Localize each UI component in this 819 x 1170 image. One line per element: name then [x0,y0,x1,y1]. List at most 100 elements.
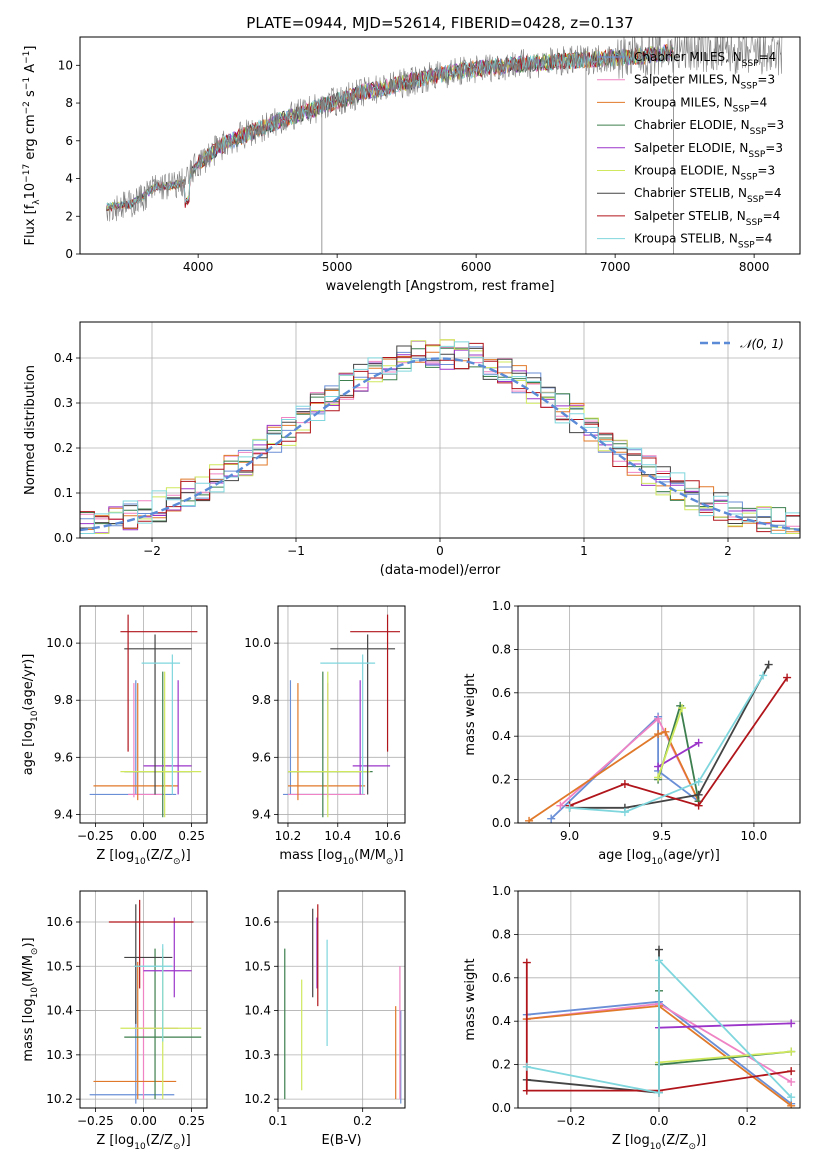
y-tick-label: 0.8 [492,642,511,656]
y-tick-label: 1.0 [492,599,511,613]
weight-marker [620,808,629,817]
x-tick-label: 0 [436,544,444,558]
label-part: SSP [748,150,765,160]
axes-frame [517,605,801,824]
y-axis-label: Normed distribution [23,365,38,495]
label-part: −1 [22,51,32,64]
weight-series-4 [657,741,700,768]
label-part: =4 [759,50,777,64]
label-part: mass [log [279,848,342,863]
y-tick-label: 10.3 [46,1048,73,1062]
x-axis-label: mass [log10(M/M⊙)] [279,848,403,867]
y-axis-label: mass weight [463,958,478,1040]
label-part: =4 [750,95,768,109]
y-tick-label: 10.4 [46,1004,73,1018]
label-part: =3 [757,73,775,87]
y-tick-label: 0.2 [492,1058,511,1072]
legend-entry: Kroupa STELIB, NSSP=4 [634,232,772,251]
y-tick-label: 10.5 [244,959,271,973]
label-part: age [log [598,848,651,863]
weight-marker [655,1088,663,1097]
weight-series-8 [569,674,764,814]
weight-marker [654,714,663,723]
panel-residuals: −2 −1 0 1 2 0.0 0.1 0.2 0.3 0.4 (data-model)/error… [23,321,801,578]
x-tick-label: 0.0 [649,1114,668,1128]
weight-marker [694,801,703,810]
label-part: (age/yr)] [21,654,36,711]
label-part: ⊙ [386,857,394,867]
panel-age-vs-Z: −0.25 0.00 0.259.49.69.810.0Z [log10(Z/Z⊙)… [21,605,208,867]
label-part: Chabrier STELIB, N [634,186,747,200]
x-tick-label: 0.1 [268,1114,287,1128]
label-part: Salpeter STELIB, N [634,209,746,223]
label-part: SSP [733,104,750,114]
weight-marker [556,801,565,810]
weight-series-4 [658,1022,792,1029]
label-part: −17 [22,164,32,183]
label-part: SSP [741,173,758,183]
weight-marker [565,803,574,812]
axes-frame [79,36,801,255]
x-axis-label: wavelength [Angstrom, rest frame] [326,279,555,294]
label-part: Z [log [612,1133,650,1148]
label-part: Z [log [96,1133,134,1148]
y-tick-label: 0.3 [54,396,73,410]
x-tick-label: 0.2 [738,1114,757,1128]
x-tick-label: 9.5 [652,829,671,843]
x-tick-label: 10.0 [741,829,768,843]
weight-series-5 [657,707,683,778]
axes-frame [277,605,406,824]
label-part: =3 [766,118,784,132]
y-tick-label: 10.6 [244,915,271,929]
y-tick-label: 4 [65,172,73,186]
label-part: ⊙ [30,948,40,956]
weight-marker [694,777,703,786]
weight-marker [522,1062,531,1071]
label-part: λ [32,199,42,205]
label-part: ⊙ [688,1142,696,1152]
axes-frame [79,890,208,1109]
x-tick-label: −0.25 [77,829,114,843]
y-axis-label: mass [log10(M/M⊙)] [21,937,40,1061]
y-tick-label: 8 [65,96,73,110]
weight-marker [787,1067,796,1076]
y-tick-label: 10.6 [46,915,73,929]
label-part: SSP [742,59,759,69]
legend-entry: Kroupa ELODIE, NSSP=3 [634,164,775,183]
x-axis-label: Z [log10(Z/Z⊙)] [96,1133,190,1152]
label-part: 10 [30,987,40,999]
label-part: (M/M [21,955,36,987]
weight-marker [654,730,663,739]
y-tick-label: 0 [65,247,73,261]
label-part: s [23,90,38,101]
label-part: SSP [747,195,764,205]
weight-marker [655,945,663,954]
y-tick-label: 0.1 [54,486,73,500]
weight-marker [787,1101,796,1108]
y-tick-label: 0.6 [492,971,511,985]
y-tick-label: 0.2 [54,441,73,455]
errorbars [284,904,402,1104]
x-tick-label: 5000 [322,260,353,274]
y-tick-label: 9.8 [252,693,271,707]
x-tick-label: −0.25 [77,1114,114,1128]
y-tick-label: 1.0 [492,884,511,898]
weight-marker [525,816,534,823]
label-part: Chabrier ELODIE, N [634,118,750,132]
x-tick-label: 6000 [461,260,492,274]
weight-lines [525,660,792,823]
label-part: )] [393,848,403,863]
label-part: Kroupa STELIB, N [634,232,738,246]
y-tick-label: 10.3 [244,1048,271,1062]
axes-frame [517,890,801,1109]
weight-series-2 [528,730,700,822]
weight-marker [787,1047,796,1056]
legend-entry: Salpeter ELODIE, NSSP=3 [634,141,783,160]
label-part: Kroupa ELODIE, N [634,164,741,178]
label-part: )] [181,1133,191,1148]
y-tick-label: 0.8 [492,927,511,941]
label-part: Z [log [96,848,134,863]
label-part: Salpeter ELODIE, N [634,141,748,155]
legend-entry: Chabrier MILES, NSSP=4 [634,50,776,69]
